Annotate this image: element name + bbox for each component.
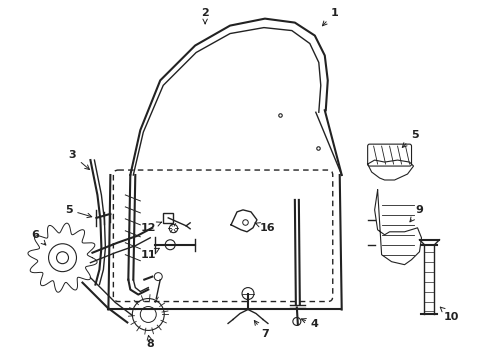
Text: 12: 12 (141, 222, 162, 233)
Text: 9: 9 (410, 205, 423, 222)
Text: 4: 4 (301, 319, 319, 329)
Text: 11: 11 (141, 248, 159, 260)
Text: 5: 5 (402, 130, 418, 147)
Text: 6: 6 (32, 230, 46, 245)
Text: 3: 3 (69, 150, 90, 170)
Text: 8: 8 (147, 336, 154, 349)
Text: 16: 16 (255, 223, 276, 233)
Text: 10: 10 (441, 307, 459, 323)
Text: 7: 7 (254, 320, 269, 339)
Text: 5: 5 (65, 205, 92, 218)
Text: 2: 2 (201, 8, 209, 24)
Text: 1: 1 (322, 8, 339, 26)
